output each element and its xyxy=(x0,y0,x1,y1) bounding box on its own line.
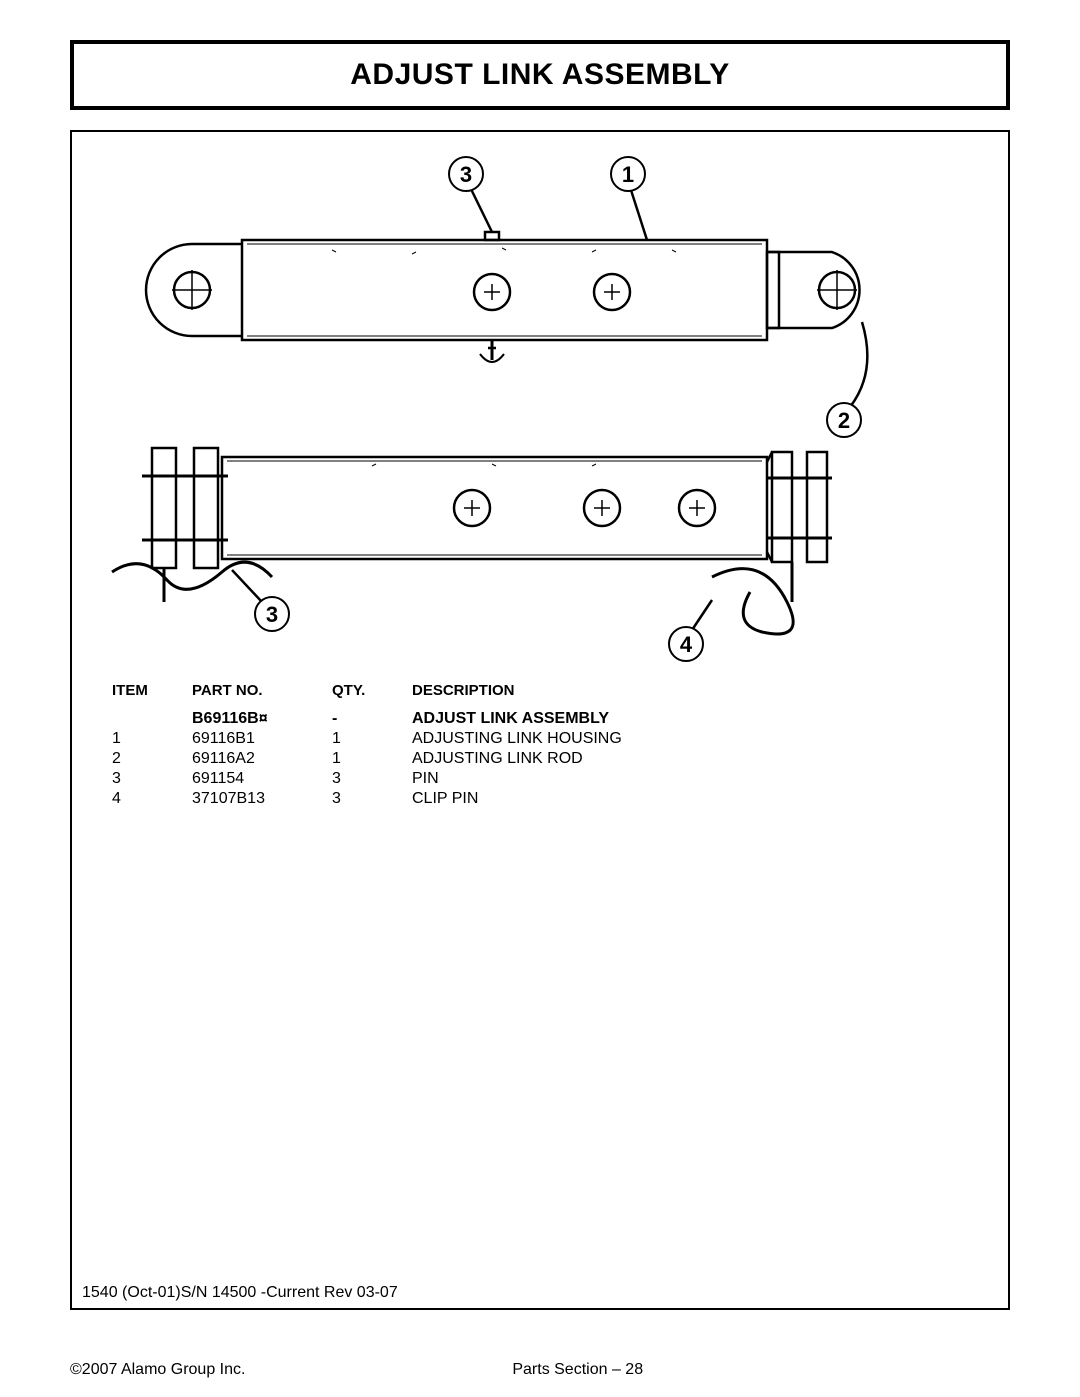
cell-part: 691154 xyxy=(192,769,332,789)
cell-part: B69116B¤ xyxy=(192,709,332,729)
cell-qty: 3 xyxy=(332,789,412,809)
header-qty: QTY. xyxy=(332,682,412,709)
callout-3-top: 3 xyxy=(460,162,472,187)
doc-info: 1540 (Oct-01)S/N 14500 -Current Rev 03-0… xyxy=(82,1284,398,1302)
header-desc: DESCRIPTION xyxy=(412,682,642,709)
cell-item: 4 xyxy=(112,789,192,809)
section-label: Parts Section – 28 xyxy=(145,1361,1010,1379)
table-row: 1 69116B1 1 ADJUSTING LINK HOUSING xyxy=(112,729,642,749)
callout-1: 1 xyxy=(622,162,634,187)
cell-desc: PIN xyxy=(412,769,642,789)
cell-qty: 1 xyxy=(332,749,412,769)
cell-item xyxy=(112,709,192,729)
cell-qty: 3 xyxy=(332,769,412,789)
cell-item: 1 xyxy=(112,729,192,749)
cell-desc: ADJUSTING LINK ROD xyxy=(412,749,642,769)
content-box: 3 1 2 3 4 xyxy=(70,130,1010,1310)
cell-part: 37107B13 xyxy=(192,789,332,809)
cell-qty: - xyxy=(332,709,412,729)
table-row: B69116B¤ - ADJUST LINK ASSEMBLY xyxy=(112,709,642,729)
table-row: 2 69116A2 1 ADJUSTING LINK ROD xyxy=(112,749,642,769)
cell-part: 69116A2 xyxy=(192,749,332,769)
page: ADJUST LINK ASSEMBLY xyxy=(0,0,1080,1397)
callout-3-bottom: 3 xyxy=(266,602,278,627)
cell-desc: ADJUST LINK ASSEMBLY xyxy=(412,709,642,729)
callout-2: 2 xyxy=(838,408,850,433)
title-box: ADJUST LINK ASSEMBLY xyxy=(70,40,1010,110)
cell-desc: CLIP PIN xyxy=(412,789,642,809)
page-title: ADJUST LINK ASSEMBLY xyxy=(350,58,730,91)
table-row: 4 37107B13 3 CLIP PIN xyxy=(112,789,642,809)
cell-item: 2 xyxy=(112,749,192,769)
parts-table: ITEM PART NO. QTY. DESCRIPTION B69116B¤ … xyxy=(112,682,642,809)
cell-qty: 1 xyxy=(332,729,412,749)
callout-4: 4 xyxy=(680,632,693,657)
table-header-row: ITEM PART NO. QTY. DESCRIPTION xyxy=(112,682,642,709)
cell-part: 69116B1 xyxy=(192,729,332,749)
header-part: PART NO. xyxy=(192,682,332,709)
header-item: ITEM xyxy=(112,682,192,709)
cell-item: 3 xyxy=(112,769,192,789)
cell-desc: ADJUSTING LINK HOUSING xyxy=(412,729,642,749)
page-footer: ©2007 Alamo Group Inc. Parts Section – 2… xyxy=(70,1361,1010,1379)
assembly-diagram: 3 1 2 3 4 xyxy=(72,132,1008,672)
parts-table-area: ITEM PART NO. QTY. DESCRIPTION B69116B¤ … xyxy=(112,682,642,809)
table-row: 3 691154 3 PIN xyxy=(112,769,642,789)
